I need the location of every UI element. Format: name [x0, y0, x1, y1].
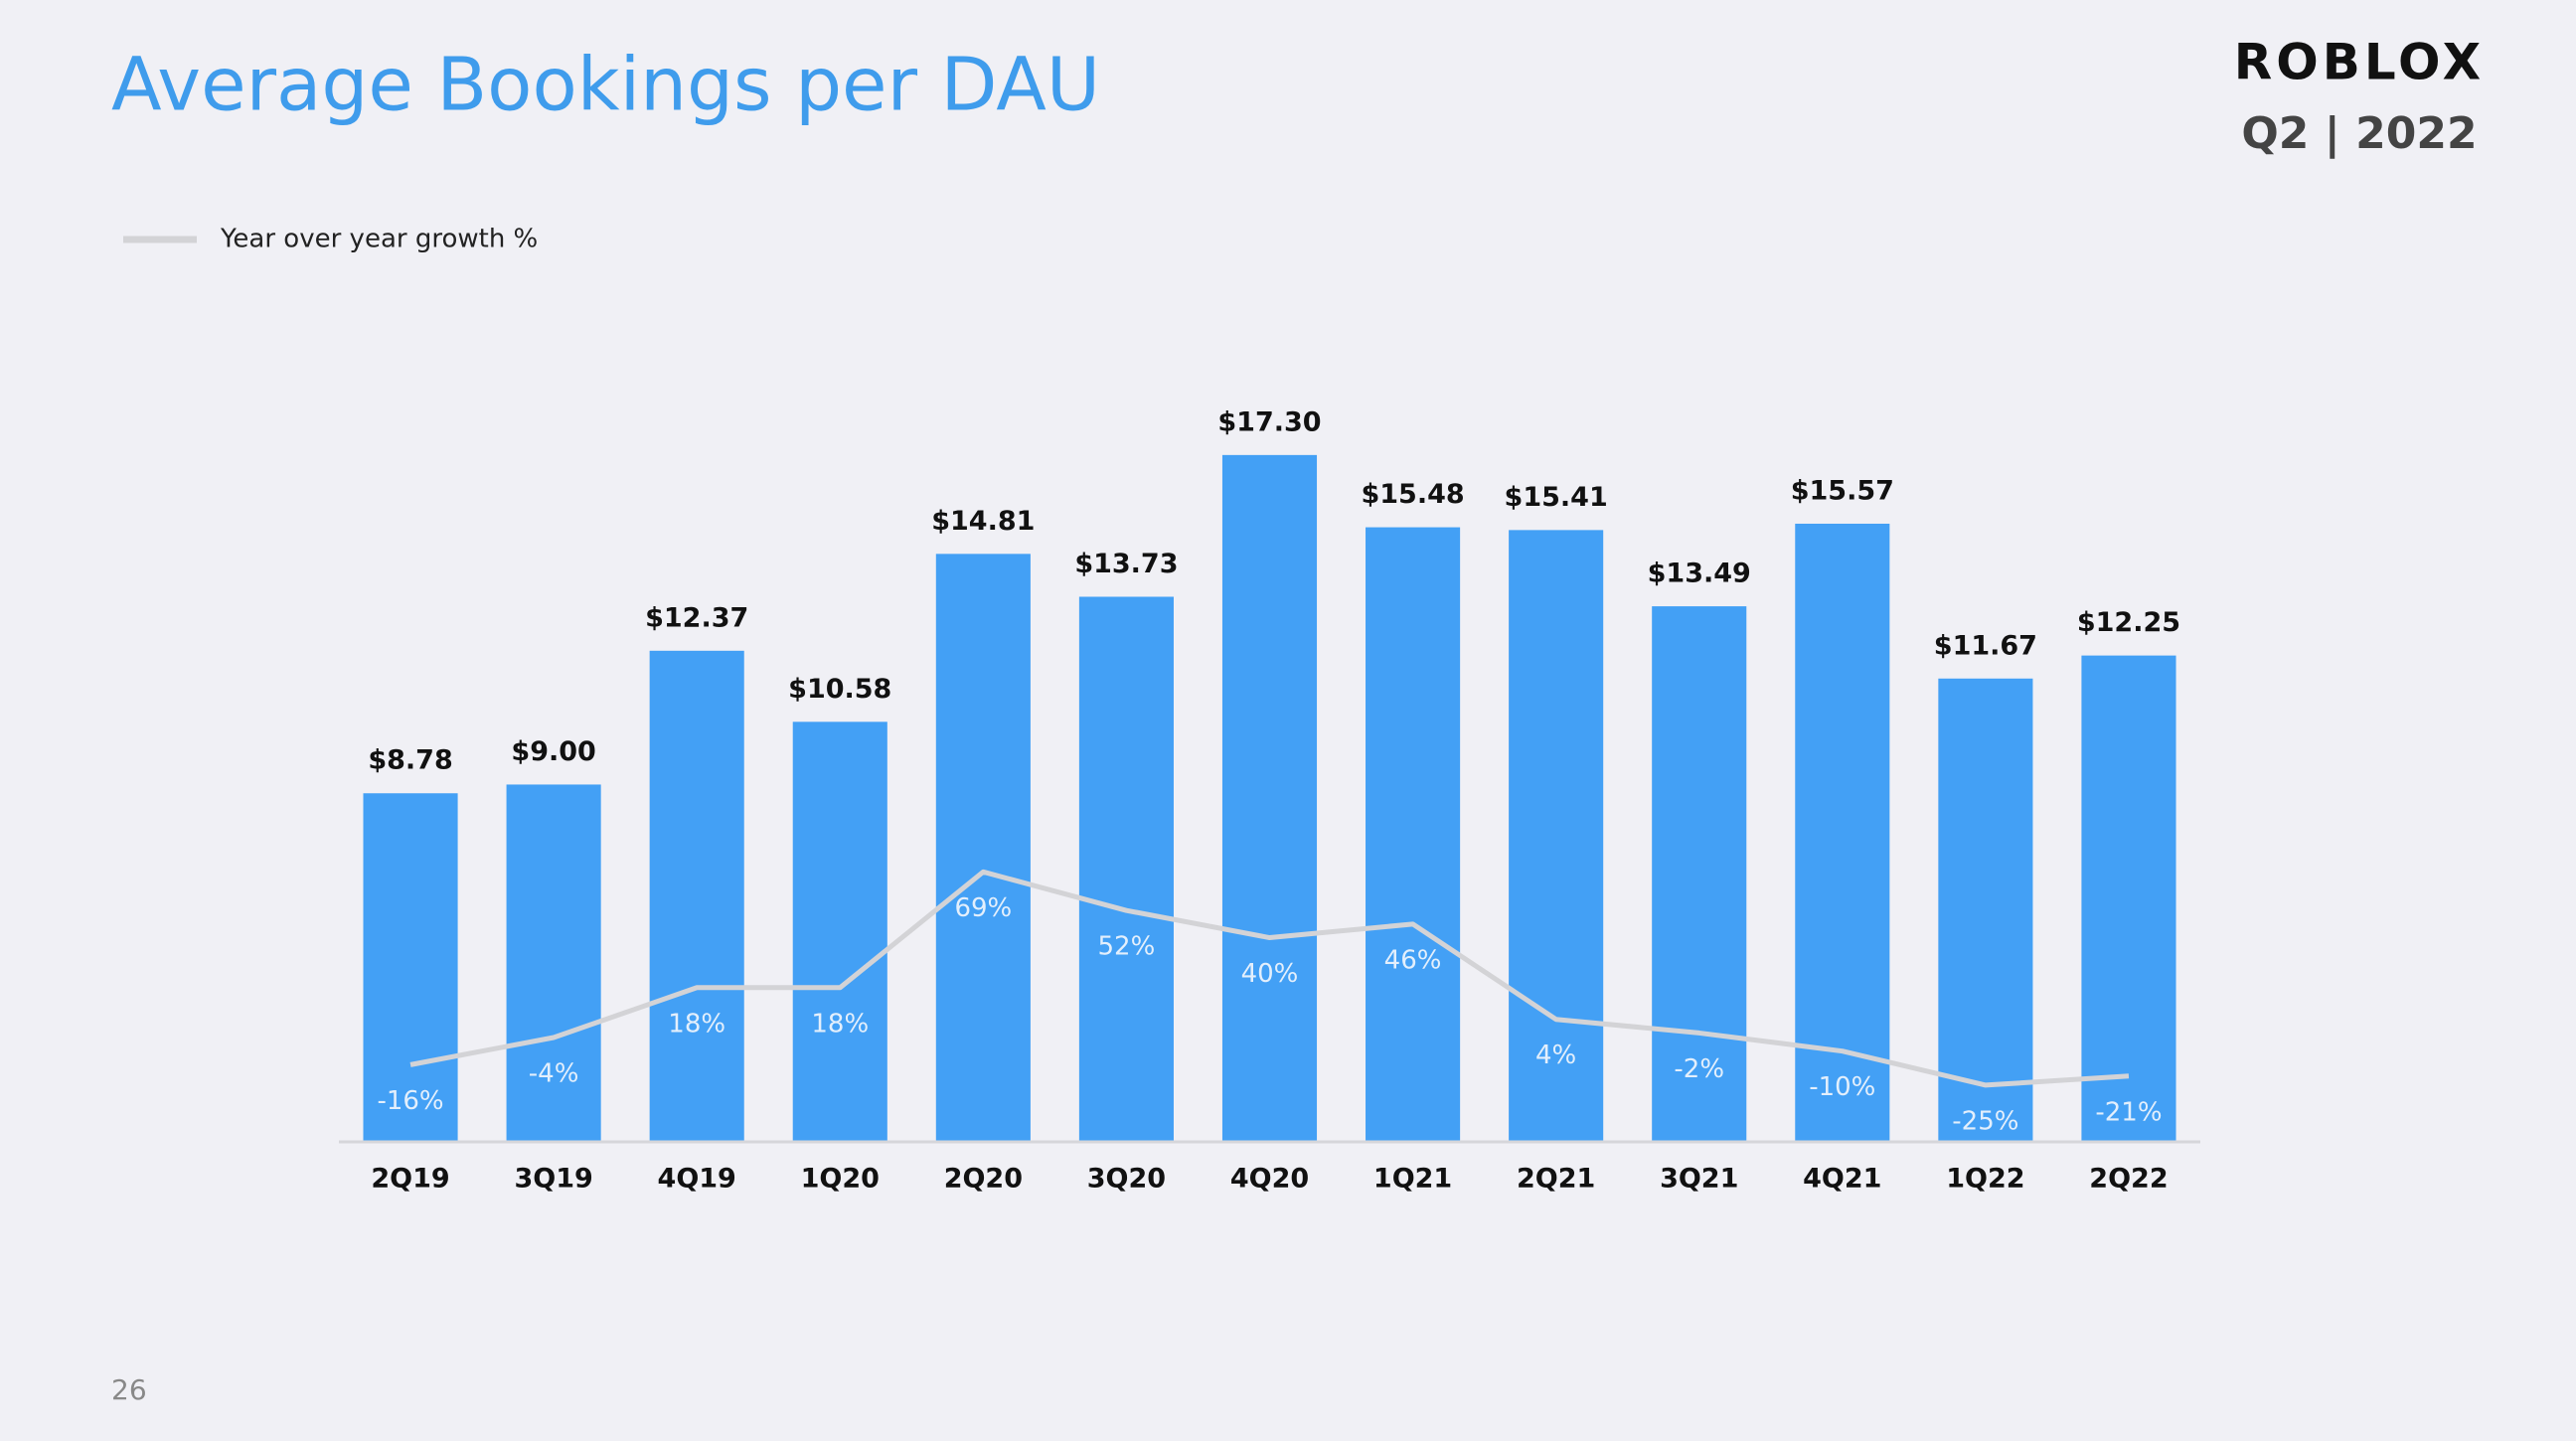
x-tick-label: 4Q20 [1230, 1164, 1309, 1195]
bar [506, 784, 601, 1142]
line-value-label: -4% [529, 1058, 579, 1088]
x-tick-label: 4Q19 [658, 1164, 736, 1195]
bar-value-label: $11.67 [1934, 630, 2037, 661]
line-value-label: 40% [1241, 959, 1299, 989]
bar [1221, 454, 1318, 1142]
line-value-label: -25% [1952, 1106, 2018, 1136]
bar-value-label: $13.49 [1648, 559, 1751, 589]
bar-value-label: $17.30 [1217, 406, 1321, 437]
bar-value-label: $10.58 [788, 674, 891, 705]
x-tick-label: 1Q20 [801, 1164, 880, 1195]
line-value-label: -2% [1674, 1054, 1724, 1084]
bar [1652, 606, 1747, 1142]
x-tick-label: 4Q21 [1803, 1164, 1881, 1195]
bar [935, 554, 1031, 1142]
line-value-label: 18% [668, 1009, 725, 1039]
bar-value-label: $13.73 [1074, 549, 1178, 579]
period: Q2 | 2022 [2241, 108, 2477, 159]
line-value-label: 18% [811, 1009, 869, 1039]
bar [363, 793, 458, 1142]
bar [1509, 530, 1604, 1142]
x-tick-label: 3Q19 [514, 1164, 592, 1195]
page-number: 26 [111, 1373, 147, 1406]
bar [1795, 523, 1890, 1142]
bar-value-label: $9.00 [511, 736, 595, 767]
chart-title: Average Bookings per DAU [111, 43, 1100, 128]
line-value-label: 52% [1098, 932, 1156, 962]
x-tick-label: 3Q21 [1660, 1164, 1738, 1195]
x-tick-label: 1Q21 [1373, 1164, 1452, 1195]
growth-line [409, 869, 2130, 1088]
legend-label: Year over year growth % [220, 225, 538, 254]
bar [1078, 596, 1174, 1142]
bar-value-label: $12.37 [645, 602, 748, 633]
bar-value-label: $8.78 [368, 745, 452, 776]
bar [649, 650, 744, 1142]
bar [1938, 678, 2033, 1142]
x-tick-label: 3Q20 [1087, 1164, 1166, 1195]
bar-value-label: $15.57 [1791, 475, 1894, 506]
line-value-label: -16% [377, 1086, 443, 1116]
line-value-label: -21% [2095, 1097, 2162, 1127]
x-tick-label: 2Q20 [944, 1164, 1023, 1195]
logo: ROBLOX [2234, 34, 2485, 91]
x-tick-label: 2Q22 [2089, 1164, 2168, 1195]
line-value-label: 4% [1535, 1041, 1576, 1070]
x-tick-label: 1Q22 [1946, 1164, 2024, 1195]
x-tick-label: 2Q19 [371, 1164, 449, 1195]
bar-value-label: $14.81 [931, 506, 1035, 537]
x-tick-label: 2Q21 [1517, 1164, 1595, 1195]
bar-value-label: $15.48 [1361, 479, 1464, 510]
bar-value-label: $12.25 [2077, 607, 2180, 638]
bar [1366, 527, 1461, 1142]
bar [792, 721, 887, 1142]
line-value-label: 46% [1384, 945, 1442, 975]
line-value-label: 69% [954, 893, 1012, 923]
bar-value-label: $15.41 [1505, 482, 1608, 513]
bar [2081, 655, 2176, 1142]
line-value-label: -10% [1809, 1072, 1875, 1102]
